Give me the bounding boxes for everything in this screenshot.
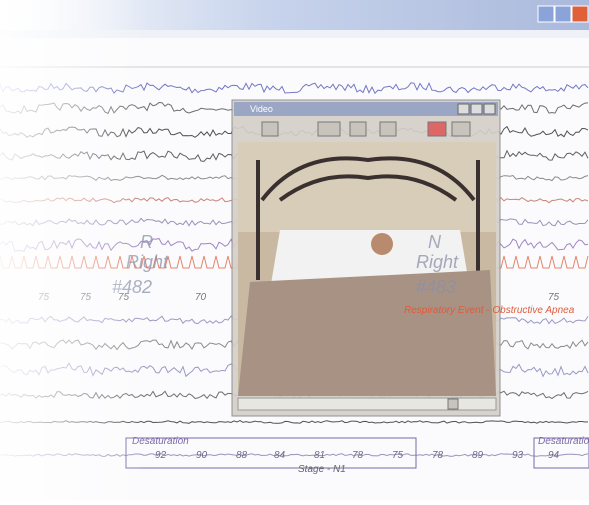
- stage-label: Stage - N1: [298, 464, 346, 475]
- close-button[interactable]: [571, 5, 589, 23]
- video-maximize[interactable]: [470, 103, 483, 115]
- heart-rate-value: 75: [38, 292, 50, 303]
- desaturation-label: Desaturation: [132, 436, 189, 447]
- video-person: [371, 233, 393, 255]
- event-label: Respiratory Event - Obstructive Apnea: [404, 305, 575, 316]
- stage-letter: N: [428, 232, 442, 252]
- video-tool[interactable]: [349, 121, 367, 137]
- title-bar: [0, 0, 589, 30]
- spo2-value: 88: [236, 450, 248, 461]
- spo2-value: 84: [274, 450, 286, 461]
- heart-rate-value: 75: [548, 292, 560, 303]
- video-close[interactable]: [483, 103, 496, 115]
- heart-rate-value: 75: [80, 292, 92, 303]
- spo2-value: 75: [392, 450, 404, 461]
- video-tool[interactable]: [451, 121, 471, 137]
- spo2-value: 94: [548, 450, 560, 461]
- desaturation-label: Desaturation: [538, 436, 589, 447]
- spo2-value: 81: [314, 450, 325, 461]
- video-blanket: [238, 270, 496, 396]
- spo2-value: 78: [352, 450, 364, 461]
- epoch-number: #482: [112, 277, 152, 297]
- video-wall: [238, 142, 496, 232]
- menu-bar: [0, 30, 589, 38]
- spo2-value: 90: [196, 450, 208, 461]
- spo2-value: 89: [472, 450, 484, 461]
- video-tool[interactable]: [261, 121, 279, 137]
- spo2-value: 78: [432, 450, 444, 461]
- video-title: Video: [250, 104, 273, 114]
- epoch-number: #483: [416, 277, 456, 297]
- stage-side: Right: [126, 252, 169, 272]
- minimize-button[interactable]: [537, 5, 555, 23]
- stage-side: Right: [416, 252, 459, 272]
- stage-letter: R: [140, 232, 153, 252]
- video-minimize[interactable]: [457, 103, 470, 115]
- heart-rate-value: 70: [195, 292, 207, 303]
- spo2-value: 92: [155, 450, 167, 461]
- video-window: Video: [231, 99, 501, 417]
- spo2-value: 93: [512, 450, 524, 461]
- video-tool[interactable]: [379, 121, 397, 137]
- video-tool[interactable]: [427, 121, 447, 137]
- maximize-button[interactable]: [554, 5, 572, 23]
- video-tool[interactable]: [317, 121, 341, 137]
- video-scroll-thumb[interactable]: [447, 398, 459, 410]
